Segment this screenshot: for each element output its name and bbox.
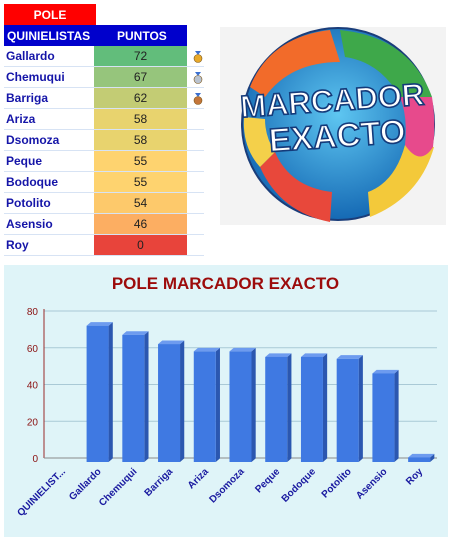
y-tick-label: 40 <box>27 381 39 392</box>
x-tick-label: Asensio <box>354 466 389 501</box>
bar-side <box>394 369 399 462</box>
x-tick-label: Peque <box>253 466 282 495</box>
player-points: 46 <box>94 214 187 234</box>
table-row: Peque 55 <box>4 151 204 172</box>
bar-top <box>408 453 435 458</box>
bar-side <box>215 347 220 462</box>
x-tick-label: Ariza <box>186 466 211 491</box>
bar <box>229 351 252 462</box>
bar <box>86 325 109 462</box>
y-tick-label: 60 <box>27 344 39 355</box>
bar <box>193 351 216 462</box>
bar-side <box>430 453 435 462</box>
gold-medal-icon <box>193 50 203 63</box>
player-name: Peque <box>6 154 43 168</box>
bar <box>408 457 431 462</box>
table-row: Asensio 46 <box>4 214 204 235</box>
x-tick-label: QUINIELIST... <box>15 466 68 519</box>
bar <box>336 358 359 462</box>
player-points: 54 <box>94 193 187 213</box>
bar-top <box>86 322 113 326</box>
table-row: Chemuqui 67 <box>4 67 204 88</box>
bronze-medal-icon <box>193 92 203 105</box>
player-points: 55 <box>94 172 187 192</box>
bar-top <box>229 347 256 352</box>
table-row: Barriga 62 <box>4 88 204 109</box>
table-header: QUINIELISTAS PUNTOS <box>4 25 187 46</box>
bar-side <box>251 347 256 462</box>
bar-top <box>265 353 292 357</box>
table-row: Ariza 58 <box>4 109 204 130</box>
chart-title: POLE MARCADOR EXACTO <box>111 274 340 293</box>
x-tick-label: Gallardo <box>67 466 103 502</box>
player-points: 67 <box>94 67 187 87</box>
table-row: Bodoque 55 <box>4 172 204 193</box>
bar-side <box>144 331 149 462</box>
x-tick-label: Dsomoza <box>207 466 247 506</box>
bar-side <box>287 353 292 462</box>
table-row: Dsomoza 58 <box>4 130 204 151</box>
player-name: Ariza <box>6 112 36 126</box>
table-row: Gallardo 72 <box>4 46 204 67</box>
x-tick-label: Chemuqui <box>97 466 140 509</box>
bar-side <box>180 340 185 462</box>
player-name: Gallardo <box>6 49 55 63</box>
bar-top <box>300 353 328 357</box>
bar <box>265 356 288 462</box>
player-points: 58 <box>94 130 187 150</box>
header-quinielistas: QUINIELISTAS <box>7 29 91 43</box>
player-points: 0 <box>94 235 187 255</box>
bar-side <box>108 322 113 462</box>
player-points: 55 <box>94 151 187 171</box>
x-tick-label: Barriga <box>143 466 176 499</box>
player-points: 58 <box>94 109 187 129</box>
bar-top <box>372 369 399 374</box>
bar-top <box>158 340 185 345</box>
table-row: Potolito 54 <box>4 193 204 214</box>
bar-top <box>193 347 220 352</box>
bar-top <box>122 331 149 335</box>
pole-header: POLE <box>4 4 96 25</box>
player-name: Roy <box>6 238 29 252</box>
ball-text-line2: EXACTO <box>268 112 407 158</box>
y-tick-label: 80 <box>27 307 39 318</box>
player-name: Asensio <box>6 217 53 231</box>
x-tick-label: Roy <box>404 466 425 487</box>
x-tick-label: Bodoque <box>280 466 319 505</box>
silver-medal-icon <box>193 71 203 84</box>
header-puntos: PUNTOS <box>117 29 167 43</box>
table-row: Roy 0 <box>4 235 204 256</box>
bar-top <box>336 355 363 359</box>
player-name: Barriga <box>6 91 49 105</box>
player-name: Potolito <box>6 196 51 210</box>
player-name: Bodoque <box>6 175 58 189</box>
bar <box>372 373 395 462</box>
player-points: 62 <box>94 88 187 108</box>
bar <box>300 356 323 462</box>
soccer-ball-image: MARCADOR EXACTO <box>220 27 446 225</box>
standings-table: Gallardo 72 Chemuqui 67 Barriga 62 Ariza 58 Dsom… <box>4 46 204 256</box>
player-points: 72 <box>94 46 187 66</box>
bar-side <box>358 355 363 462</box>
player-name: Dsomoza <box>6 133 60 147</box>
x-tick-label: Potolito <box>320 466 354 500</box>
player-name: Chemuqui <box>6 70 65 84</box>
bar-side <box>322 353 328 462</box>
bar <box>158 344 181 462</box>
y-tick-label: 20 <box>27 417 39 428</box>
y-tick-label: 0 <box>32 454 38 465</box>
bar <box>122 334 145 462</box>
